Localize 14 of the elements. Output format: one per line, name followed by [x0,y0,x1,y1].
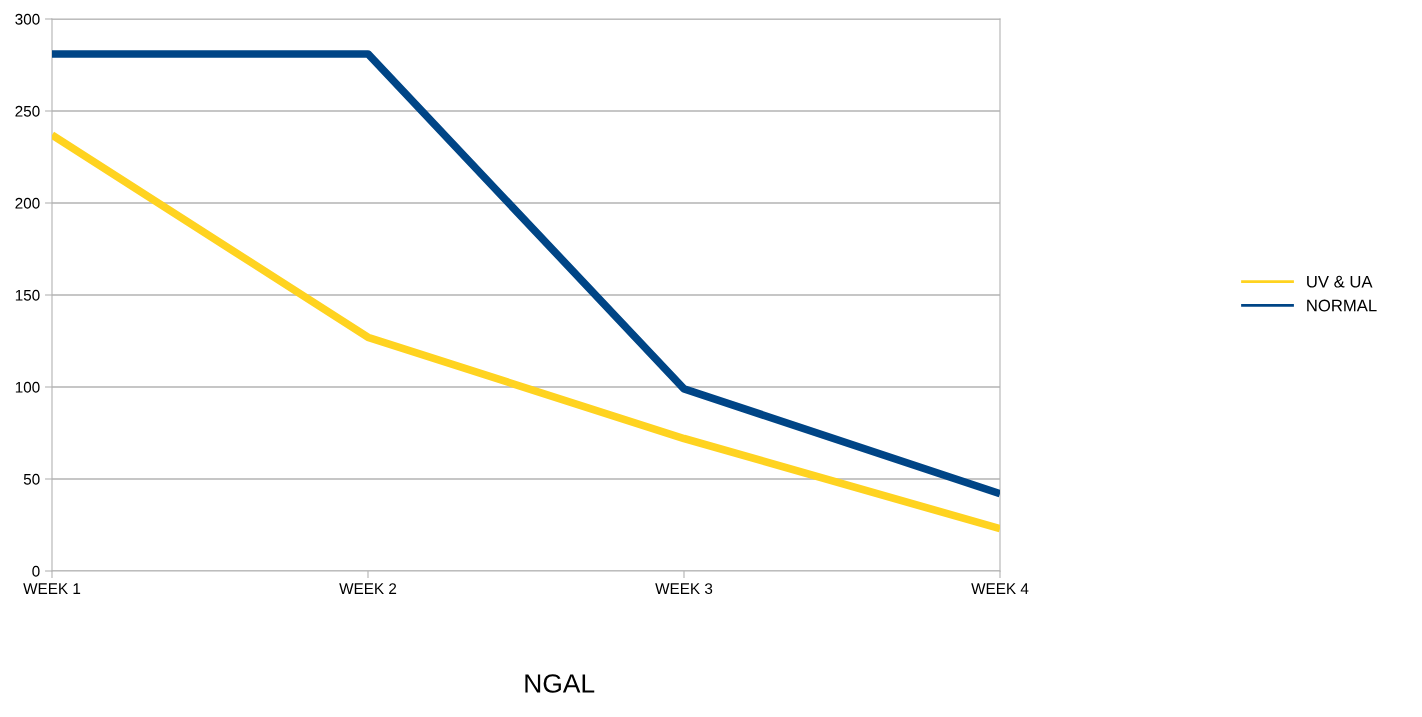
x-axis-title: NGAL [525,674,595,693]
y-tick-label: 300 [15,13,40,25]
y-tick-label: 200 [15,197,40,209]
legend-label: UV & UA [1307,275,1373,288]
y-tick-label: 150 [15,289,40,301]
x-tick-label: WEEK 1 [23,583,81,594]
x-tick-label: WEEK 3 [655,583,713,595]
y-tick-label: 50 [23,473,40,485]
legend-label: NORMAL [1307,299,1377,312]
y-tick-label: 250 [15,105,40,117]
x-tick-label: WEEK 2 [339,583,397,594]
y-tick-label: 0 [32,565,40,577]
y-tick-label: 100 [15,381,40,393]
x-tick-label: WEEK 4 [971,583,1029,594]
